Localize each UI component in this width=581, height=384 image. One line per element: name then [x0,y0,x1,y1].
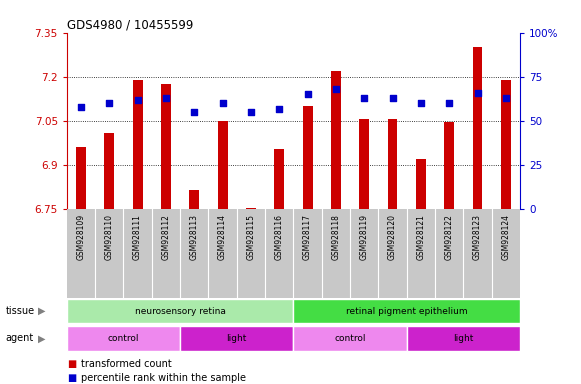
Text: GDS4980 / 10455599: GDS4980 / 10455599 [67,18,193,31]
Bar [67,326,180,351]
Bar [388,119,397,209]
Point [133,97,142,103]
Text: GSM928113: GSM928113 [190,214,199,260]
Bar [416,159,426,209]
Bar [501,80,511,209]
Bar [132,80,142,209]
Text: GSM928123: GSM928123 [473,214,482,260]
Text: GSM928111: GSM928111 [133,214,142,260]
Bar [189,190,199,209]
Bar [293,299,520,323]
Bar [472,47,482,209]
Point [444,100,454,106]
Text: GSM928121: GSM928121 [417,214,425,260]
Text: ■: ■ [67,359,76,369]
Point [501,95,511,101]
Text: ▶: ▶ [38,306,45,316]
Text: GSM928109: GSM928109 [77,214,85,260]
Text: neurosensory retina: neurosensory retina [135,306,225,316]
Text: GSM928112: GSM928112 [162,214,170,260]
Text: GSM928115: GSM928115 [246,214,256,260]
Bar [303,106,313,209]
Text: GSM928114: GSM928114 [218,214,227,260]
Text: tissue: tissue [6,306,35,316]
Bar [180,326,293,351]
Text: percentile rank within the sample: percentile rank within the sample [81,373,246,383]
Bar [218,121,228,209]
Bar [293,326,407,351]
Point [162,95,171,101]
Point [218,100,227,106]
Bar [407,326,520,351]
Point [303,91,312,98]
Text: transformed count: transformed count [81,359,172,369]
Bar [444,122,454,209]
Text: agent: agent [6,333,34,344]
Point [473,89,482,96]
Point [416,100,425,106]
Bar [274,149,284,209]
Text: retinal pigment epithelium: retinal pigment epithelium [346,306,468,316]
Bar [67,299,293,323]
Text: control: control [107,334,139,343]
Point [360,95,369,101]
Point [246,109,256,115]
Text: GSM928119: GSM928119 [360,214,369,260]
Text: GSM928116: GSM928116 [275,214,284,260]
Point [388,95,397,101]
Text: GSM928120: GSM928120 [388,214,397,260]
Text: GSM928124: GSM928124 [501,214,510,260]
Text: control: control [334,334,366,343]
Text: GSM928110: GSM928110 [105,214,114,260]
Text: GSM928117: GSM928117 [303,214,312,260]
Text: GSM928118: GSM928118 [331,214,340,260]
Bar [246,208,256,209]
Text: ■: ■ [67,373,76,383]
Text: light: light [227,334,247,343]
Text: GSM928122: GSM928122 [444,214,454,260]
Text: light: light [453,334,474,343]
Point [275,106,284,112]
Text: ▶: ▶ [38,333,45,344]
Point [76,104,85,110]
Bar [76,147,86,209]
Point [105,100,114,106]
Point [189,109,199,115]
Bar [359,119,369,209]
Bar [105,133,114,209]
Bar [161,84,171,209]
Point [331,86,340,92]
Bar [331,71,341,209]
